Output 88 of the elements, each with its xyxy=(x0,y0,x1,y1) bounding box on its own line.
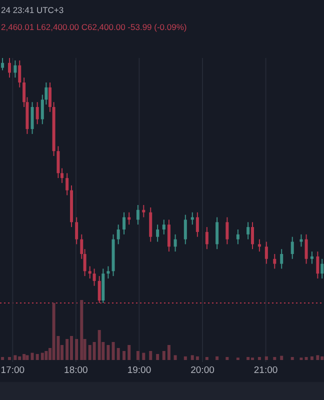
candlestick xyxy=(316,251,320,279)
bar xyxy=(258,357,261,360)
candlestick xyxy=(56,146,60,179)
bar xyxy=(26,355,29,360)
candlestick xyxy=(36,102,39,125)
bar xyxy=(273,357,276,360)
bar xyxy=(196,356,199,360)
bar xyxy=(184,356,187,360)
candlestick xyxy=(8,58,11,78)
candlestick xyxy=(1,58,4,71)
bar xyxy=(1,357,4,360)
bar xyxy=(36,354,39,360)
candlestick xyxy=(167,219,170,252)
candlestick xyxy=(258,238,261,252)
candlestick xyxy=(184,214,187,245)
candlestick xyxy=(216,216,219,250)
candlestick xyxy=(106,266,110,279)
candlestick xyxy=(162,219,166,235)
candlestick xyxy=(156,224,160,242)
bar xyxy=(174,355,177,360)
candlestick xyxy=(174,234,177,252)
bar xyxy=(310,356,314,360)
bar xyxy=(128,345,131,360)
text: 24 23:41 UTC+3 xyxy=(1,5,64,15)
candlestick xyxy=(48,82,52,112)
x-tick-label: 20:00 xyxy=(190,365,214,376)
candlestick xyxy=(14,60,17,78)
bar xyxy=(246,357,250,360)
candlestick xyxy=(280,248,284,270)
bar xyxy=(116,348,120,360)
bar xyxy=(290,357,294,360)
bar xyxy=(92,342,96,360)
candlestick xyxy=(236,229,240,245)
bar xyxy=(8,357,11,360)
bar xyxy=(162,351,166,360)
bar xyxy=(205,357,208,360)
bar xyxy=(52,303,56,360)
candlestick xyxy=(18,60,22,88)
candlestick xyxy=(60,168,64,184)
bar xyxy=(149,351,152,360)
bar xyxy=(98,330,101,360)
candlestick xyxy=(273,254,276,270)
candlestick xyxy=(136,204,140,226)
bar xyxy=(30,352,34,360)
candlestick xyxy=(300,234,303,248)
bar xyxy=(226,357,229,360)
bar xyxy=(216,356,219,360)
candlestick xyxy=(196,212,199,238)
candlestick xyxy=(205,226,208,250)
candlestick xyxy=(226,216,229,245)
candlestick xyxy=(320,258,324,279)
candlestick xyxy=(142,204,146,218)
candlestick xyxy=(30,102,34,134)
bar xyxy=(122,351,126,360)
candlestick xyxy=(264,241,268,264)
candlestick xyxy=(250,222,254,250)
bar xyxy=(304,357,308,360)
text: 2,460.01 L62,400.00 C62,400.00 -53.99 (-0.09%) xyxy=(1,22,187,32)
bar xyxy=(264,356,268,360)
bar xyxy=(80,300,84,360)
candlestick xyxy=(66,172,69,196)
x-tick-label: 21:00 xyxy=(254,365,278,376)
candlestick xyxy=(88,266,92,279)
bar xyxy=(136,351,140,360)
bar xyxy=(44,351,48,360)
candlestick xyxy=(116,224,120,245)
bar xyxy=(106,345,110,360)
candlestick xyxy=(122,212,126,235)
bar xyxy=(66,339,69,360)
bar xyxy=(75,339,78,360)
bar xyxy=(112,342,115,360)
bar xyxy=(316,355,320,360)
bar xyxy=(40,352,44,360)
bar xyxy=(142,352,146,360)
bar xyxy=(190,355,194,360)
bar xyxy=(167,345,170,360)
candlestick xyxy=(304,234,308,264)
candlestick xyxy=(290,236,294,260)
bar xyxy=(280,356,284,360)
candlestick xyxy=(92,268,96,286)
x-tick-label: 18:00 xyxy=(64,365,88,376)
candlestick xyxy=(310,251,314,264)
bar xyxy=(14,355,17,360)
candlestick xyxy=(75,216,78,245)
x-tick-label: 17:00 xyxy=(0,365,25,376)
x-tick-label: 19:00 xyxy=(127,365,152,376)
candlestick xyxy=(246,222,250,240)
bar xyxy=(156,354,160,360)
